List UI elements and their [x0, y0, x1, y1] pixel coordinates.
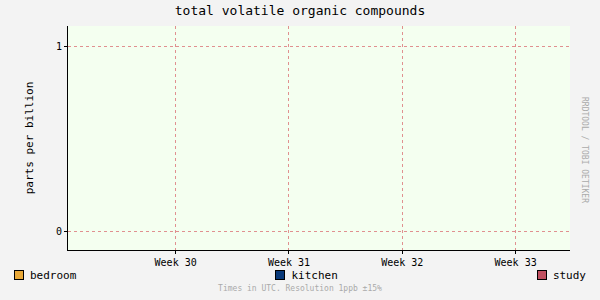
html-text:study: study	[552, 268, 586, 282]
html-text:bedroom: bedroom	[30, 268, 77, 282]
html-text:kitchen: kitchen	[291, 268, 338, 282]
svg-text:Week 32: Week 32	[381, 257, 423, 268]
svg-text:parts per billion: parts per billion	[23, 82, 36, 195]
svg-text:Week 31: Week 31	[268, 257, 310, 268]
svg-text:1: 1	[56, 41, 62, 52]
svg-text:Week 33: Week 33	[495, 257, 537, 268]
svg-text:0: 0	[56, 226, 62, 237]
html-text:Times in UTC. Resolution 1ppb: Times in UTC. Resolution 1ppb ±15%	[218, 284, 382, 293]
svg-text:Week 30: Week 30	[155, 257, 197, 268]
html-text:RRDTOOL / TOBI OETIKER: RRDTOOL / TOBI OETIKER	[579, 97, 589, 203]
svg-text:total volatile organic compoun: total volatile organic compounds	[175, 3, 425, 18]
